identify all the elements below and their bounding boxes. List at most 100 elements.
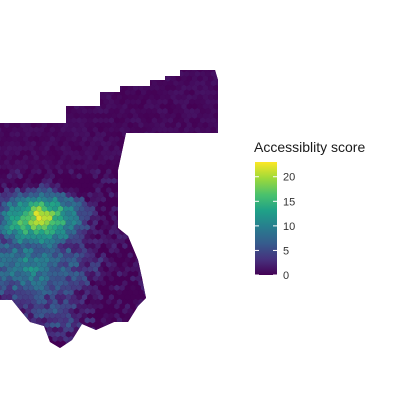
hex-cell (114, 341, 119, 347)
hex-cell (219, 234, 224, 240)
hex-cell (133, 57, 138, 63)
hex-cell (216, 313, 221, 319)
hex-cell (154, 280, 159, 286)
hex-cell (154, 299, 159, 305)
hex-cell (211, 201, 216, 207)
hex-cell (17, 341, 22, 347)
hex-cell (181, 141, 186, 147)
hex-cell (106, 57, 111, 63)
hex-cell (171, 178, 176, 184)
hex-cell (26, 76, 31, 82)
hex-cell (160, 196, 165, 202)
hex-cell (66, 99, 71, 105)
hex-cell (213, 178, 218, 184)
hex-cell (141, 164, 146, 170)
hex-cell (200, 201, 205, 207)
hex-cell (157, 164, 162, 170)
hex-cell (192, 234, 197, 240)
hex-cell (20, 327, 25, 333)
hex-cell (141, 257, 146, 263)
hex-cell (7, 71, 12, 77)
hex-cell (23, 80, 28, 86)
hex-cell (28, 89, 33, 95)
hex-cell (15, 94, 20, 100)
hex-cell (26, 345, 31, 351)
hex-cell (195, 350, 200, 356)
hex-cell (203, 289, 208, 295)
hex-cell (181, 243, 186, 249)
hex-cell (187, 345, 192, 351)
hex-cell (136, 201, 141, 207)
hex-cell (130, 136, 135, 142)
hex-cell (168, 62, 173, 68)
hex-cell (60, 99, 65, 105)
hex-cell (165, 178, 170, 184)
hex-cell (211, 220, 216, 226)
hex-cell (181, 271, 186, 277)
hex-cell (208, 289, 213, 295)
hex-cell (205, 210, 210, 216)
hex-cell (20, 85, 25, 91)
hex-cell (98, 341, 103, 347)
hex-cell (12, 313, 17, 319)
hex-cell (168, 248, 173, 254)
hex-cell (213, 169, 218, 175)
hex-cell (130, 145, 135, 151)
hex-cell (208, 234, 213, 240)
hex-cell (222, 257, 227, 263)
hex-cell (203, 178, 208, 184)
hex-cell (128, 224, 133, 230)
hex-cell (125, 192, 130, 198)
hex-cell (203, 224, 208, 230)
hex-cell (208, 299, 213, 305)
hex-cell (203, 206, 208, 212)
hex-cell (200, 155, 205, 161)
hex-cell (103, 341, 108, 347)
hex-cell (133, 178, 138, 184)
hex-cell (133, 159, 138, 165)
hex-cell (144, 345, 149, 351)
legend-tick-label: 5 (283, 245, 289, 257)
hex-cell (168, 350, 173, 356)
hex-cell (144, 262, 149, 268)
hex-cell (31, 113, 36, 119)
hex-cell (128, 76, 133, 82)
hex-cell (205, 173, 210, 179)
hex-cell (208, 280, 213, 286)
hex-cell (36, 76, 41, 82)
hex-cell (162, 313, 167, 319)
hex-cell (17, 89, 22, 95)
hex-cell (219, 159, 224, 165)
hex-cell (154, 243, 159, 249)
hex-cell (160, 243, 165, 249)
hex-cell (141, 210, 146, 216)
hex-cell (165, 141, 170, 147)
hex-cell (171, 150, 176, 156)
hex-cell (176, 196, 181, 202)
hex-cell (146, 71, 151, 77)
hex-cell (120, 182, 125, 188)
hex-cell (179, 220, 184, 226)
hex-cell (28, 99, 33, 105)
hex-cell (133, 196, 138, 202)
hex-cell (141, 182, 146, 188)
hex-cell (205, 238, 210, 244)
hex-cell (187, 252, 192, 258)
hex-cell (192, 215, 197, 221)
hex-cell (101, 76, 106, 82)
hex-cell (176, 234, 181, 240)
hex-cell (117, 327, 122, 333)
hex-cell (90, 57, 95, 63)
hex-cell (205, 136, 210, 142)
hex-cell (50, 117, 55, 123)
hex-cell (130, 229, 135, 235)
hex-cell (171, 271, 176, 277)
hex-cell (95, 66, 100, 72)
hex-cell (101, 85, 106, 91)
hex-cell (128, 57, 133, 63)
hex-cell (50, 80, 55, 86)
hex-cell (7, 331, 12, 337)
hex-cell (79, 85, 84, 91)
hex-cell (55, 117, 60, 123)
